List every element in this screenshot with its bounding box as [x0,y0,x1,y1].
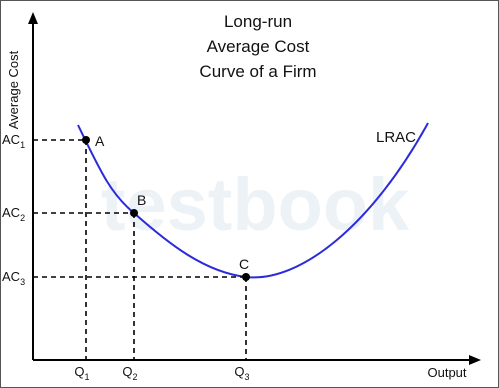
ac-label-sub: 3 [20,277,25,287]
point [130,209,138,217]
q-label-sub: 3 [245,372,250,382]
q-label: Q3 [234,364,249,382]
ac-label: AC3 [2,269,25,287]
q-label-sub: 2 [133,372,138,382]
q-label-base: Q [122,364,132,379]
title-line: Long-run [224,12,292,31]
watermark: testbook [101,163,410,246]
q-label-base: Q [234,364,244,379]
arrowhead [28,12,38,24]
point-label: B [137,192,146,208]
point [242,273,250,281]
lrac-curve [77,122,429,279]
y-axis-label: Average Cost [6,50,21,129]
ac-label-base: AC [2,132,20,147]
ac-label-sub: 2 [20,213,25,223]
arrowhead [469,355,481,365]
title-line: Curve of a Firm [199,62,316,81]
title-line: Average Cost [207,37,310,56]
q-label: Q2 [122,364,137,382]
ac-label-base: AC [2,205,20,220]
q-label: Q1 [74,364,89,382]
ac-label: AC2 [2,205,25,223]
ac-label-sub: 1 [20,140,25,150]
point-label: A [95,133,105,149]
point [82,136,90,144]
q-label-base: Q [74,364,84,379]
ac-label: AC1 [2,132,25,150]
point-label: C [239,256,249,272]
x-axis-label: Output [427,365,466,380]
ac-label-base: AC [2,269,20,284]
curve-label: LRAC [376,129,416,146]
q-label-sub: 1 [85,372,90,382]
